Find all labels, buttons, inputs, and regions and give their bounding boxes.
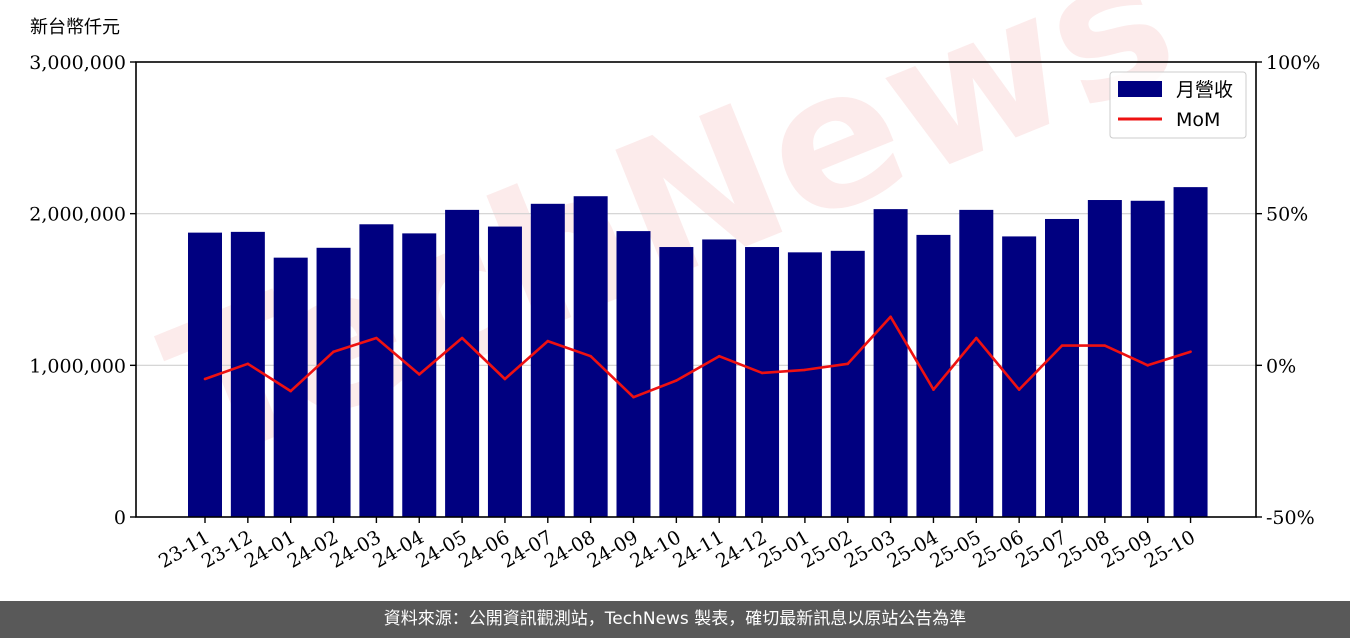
mom-point-24-03 (375, 336, 378, 340)
right-tick-label: 0% (1266, 355, 1296, 377)
x-axis-ticks: 23-1123-1224-0124-0224-0324-0424-0524-06… (155, 517, 1199, 573)
mom-point-25-04 (932, 388, 935, 391)
mom-point-24-07 (546, 339, 550, 343)
revenue-bar-25-07 (1045, 218, 1079, 517)
right-tick-label: -50% (1266, 507, 1315, 529)
right-axis-ticks: -50% 0% 50% 100% (1256, 52, 1320, 529)
revenue-bar-24-09 (616, 231, 651, 517)
mom-point-25-06 (1017, 388, 1021, 391)
left-tick-label: 2,000,000 (29, 204, 126, 226)
footer-source-text: 資料來源：公開資訊觀測站，TechNews 製表，確切最新訊息以原站公告為準 (383, 609, 967, 629)
revenue-bar-24-01 (273, 257, 308, 517)
mom-point-24-09 (632, 395, 635, 399)
mom-point-24-06 (503, 377, 507, 381)
revenue-bar-23-12 (230, 231, 265, 517)
left-axis-unit-label: 新台幣仟元 (30, 17, 120, 38)
legend-label-revenue: 月營收 (1176, 79, 1233, 101)
left-tick-label: 0 (114, 507, 126, 529)
mom-point-25-02 (846, 362, 850, 366)
revenue-chart: TechNews 新台幣仟元 01,000,0002,000,0003,000,… (29, 0, 1320, 573)
mom-point-24-12 (760, 371, 764, 375)
revenue-bar-25-02 (830, 250, 865, 517)
mom-point-24-05 (460, 336, 464, 340)
right-tick-label: 50% (1266, 204, 1308, 226)
revenue-bar-24-03 (359, 224, 394, 518)
revenue-bars (188, 187, 1208, 518)
mom-point-23-12 (246, 362, 250, 366)
mom-point-24-11 (717, 354, 721, 358)
right-tick-label: 100% (1266, 52, 1320, 74)
mom-point-25-10 (1189, 350, 1192, 353)
revenue-bar-25-05 (959, 209, 994, 517)
mom-point-24-08 (589, 354, 592, 358)
left-axis-ticks: 0 1,000,000 2,000,000 3,000,000 (29, 52, 136, 529)
revenue-bar-24-05 (445, 209, 480, 517)
revenue-bar-25-01 (787, 252, 822, 517)
legend: 月營收 MoM (1109, 71, 1247, 139)
mom-line (204, 315, 1191, 399)
mom-point-24-02 (332, 350, 335, 353)
mom-point-24-01 (289, 389, 293, 393)
revenue-bar-24-12 (745, 247, 780, 518)
revenue-bar-25-03 (873, 209, 908, 517)
left-tick-label: 3,000,000 (29, 52, 126, 74)
revenue-bar-25-08 (1087, 200, 1122, 517)
revenue-bar-24-07 (530, 203, 565, 517)
revenue-bar-24-11 (702, 239, 737, 517)
mom-point-25-09 (1146, 364, 1149, 367)
mom-point-24-10 (675, 379, 678, 382)
axes (135, 61, 1257, 518)
mom-point-25-01 (803, 368, 807, 372)
footer-source-bar: 資料來源：公開資訊觀測站，TechNews 製表，確切最新訊息以原站公告為準 (0, 601, 1350, 638)
revenue-bar-24-02 (316, 247, 351, 517)
mom-point-25-08 (1103, 344, 1107, 347)
left-tick-label: 1,000,000 (29, 355, 126, 377)
mom-point-25-03 (889, 315, 892, 319)
plot-frame (135, 61, 1257, 518)
revenue-bar-24-10 (659, 247, 694, 518)
mom-point-24-04 (417, 373, 421, 376)
revenue-bar-24-06 (487, 226, 522, 517)
mom-point-23-11 (203, 377, 207, 381)
mom-point-25-05 (975, 336, 978, 340)
mom-line-series (203, 315, 1192, 399)
legend-bar-swatch (1118, 81, 1162, 97)
legend-label-mom: MoM (1176, 109, 1220, 131)
mom-point-25-07 (1060, 344, 1064, 347)
x-tick-label: 25-10 (1141, 526, 1199, 572)
